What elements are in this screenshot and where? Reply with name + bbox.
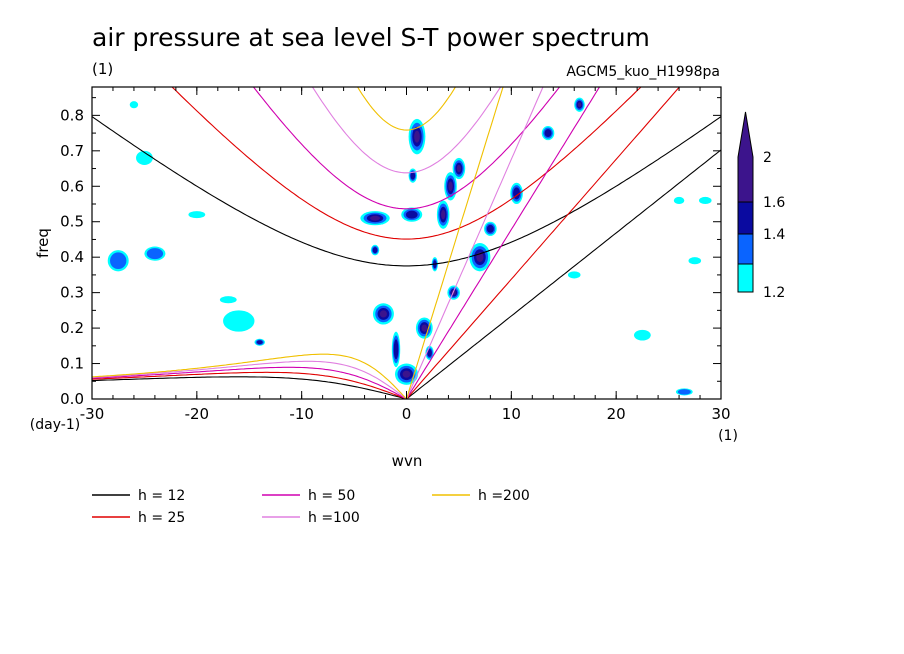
y-tick-label: 0.8	[60, 106, 84, 124]
dispersion-curve	[406, 87, 681, 399]
power-contour	[688, 257, 702, 265]
dispersion-curve	[406, 87, 601, 399]
x-tick-label: 20	[607, 405, 626, 423]
y-tick-label: 0.1	[60, 355, 84, 373]
y-axis-units: (day-1)	[30, 417, 80, 433]
dispersion-curve	[405, 87, 504, 399]
dispersion-curve	[92, 360, 407, 399]
legend-label: h = 25	[138, 510, 185, 526]
power-contour	[188, 211, 206, 219]
power-contour	[577, 102, 582, 108]
legend: h = 12 h = 25 h = 50 h =100 h =200	[92, 488, 530, 526]
dispersion-curve	[252, 87, 561, 210]
y-tick-label: 0.5	[60, 213, 84, 231]
colorbar-label: 2	[763, 150, 772, 166]
power-contour	[567, 271, 581, 279]
power-contour	[410, 171, 416, 180]
power-contour	[393, 339, 399, 360]
power-contour	[370, 215, 381, 221]
dispersion-curve	[356, 87, 457, 131]
colorbar-swatch	[737, 233, 754, 265]
x-tick-label: 30	[711, 405, 730, 423]
dispersion-curve	[171, 87, 642, 240]
colorbar: 1.2 1.4 1.6 2	[737, 111, 785, 301]
power-contour	[136, 150, 153, 165]
colorbar-label: 1.2	[763, 285, 785, 301]
power-contour	[448, 181, 453, 192]
dispersion-curve	[311, 87, 502, 174]
power-contour	[633, 329, 651, 341]
colorbar-label: 1.6	[763, 195, 785, 211]
dispersion-curve	[92, 116, 721, 267]
legend-label: h =200	[478, 488, 530, 504]
dispersion-curve	[92, 353, 407, 399]
power-contour	[405, 210, 418, 219]
plot-area	[92, 87, 721, 399]
power-contour	[427, 348, 432, 357]
y-axis: 0.0 0.1 0.2 0.3 0.4 0.5 0.6 0.7 0.8	[60, 97, 721, 408]
power-contour	[129, 101, 139, 109]
power-contour	[414, 130, 420, 143]
legend-label: h = 12	[138, 488, 185, 504]
dispersion-curve	[92, 376, 407, 399]
y-tick-label: 0.2	[60, 319, 84, 337]
colorbar-swatch	[737, 263, 754, 293]
power-contour	[219, 296, 237, 304]
power-contour	[456, 164, 462, 173]
power-contour	[379, 310, 388, 318]
chart-title: air pressure at sea level S-T power spec…	[92, 23, 650, 52]
power-contour	[486, 224, 494, 233]
legend-label: h =100	[308, 510, 360, 526]
legend-label: h = 50	[308, 488, 355, 504]
x-axis-label: wvn	[392, 452, 423, 470]
x-tick-label: 10	[502, 405, 521, 423]
power-contour	[677, 389, 691, 395]
y-tick-label: 0.0	[60, 390, 84, 408]
dispersion-curves	[92, 87, 721, 399]
power-contour	[421, 324, 428, 332]
x-tick-label: 0	[402, 405, 412, 423]
power-contours	[107, 97, 712, 396]
colorbar-swatch	[737, 111, 754, 203]
y-axis-label: freq	[34, 228, 52, 258]
power-contour	[256, 340, 263, 345]
dispersion-curve	[406, 149, 721, 399]
dispersion-curve	[92, 366, 407, 399]
x-tick-label: -10	[289, 405, 314, 423]
y-tick-label: 0.3	[60, 284, 84, 302]
power-contour	[441, 209, 446, 220]
power-contour	[544, 129, 552, 138]
y-tick-label: 0.7	[60, 142, 84, 160]
power-contour	[673, 196, 685, 204]
power-contour	[402, 370, 411, 378]
power-contour	[698, 196, 712, 204]
dispersion-curve	[405, 87, 544, 399]
x-axis-units: (1)	[718, 428, 738, 444]
y-tick-label: 0.4	[60, 248, 84, 266]
power-contour	[146, 248, 164, 260]
power-contour	[110, 252, 127, 270]
chart-subtitle: AGCM5_kuo_H1998pa	[566, 64, 720, 80]
colorbar-label: 1.4	[763, 227, 785, 243]
x-tick-label: -30	[80, 405, 105, 423]
power-contour	[372, 247, 378, 254]
dispersion-curve	[92, 371, 407, 399]
power-contour	[223, 310, 255, 332]
x-axis: -30 -20 -10 0 10 20 30	[80, 87, 731, 423]
x-tick-label: -20	[185, 405, 210, 423]
y-tick-label: 0.6	[60, 177, 84, 195]
title-units: (1)	[92, 60, 113, 78]
colorbar-swatch	[737, 201, 754, 235]
